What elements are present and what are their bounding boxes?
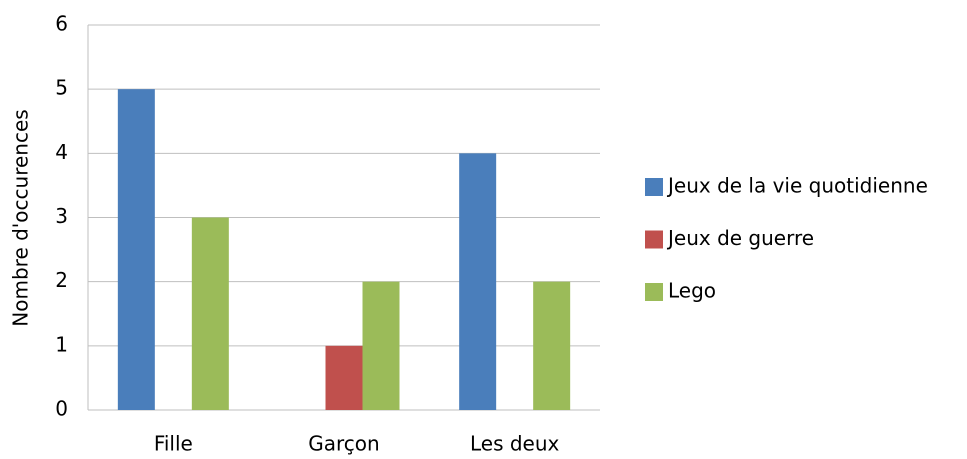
bar — [191, 217, 229, 410]
y-tick-label: 2 — [55, 268, 68, 292]
y-tick-label: 3 — [55, 204, 68, 228]
bar — [362, 281, 400, 410]
y-tick-label: 6 — [55, 12, 68, 36]
y-tick-label: 1 — [55, 332, 68, 356]
bar — [533, 281, 571, 410]
bar — [325, 345, 363, 410]
bar — [117, 89, 155, 411]
legend-label: Jeux de guerre — [666, 226, 814, 250]
y-tick-label: 4 — [55, 140, 68, 164]
legend-label: Jeux de la vie quotidienne — [666, 174, 928, 198]
y-tick-label: 0 — [55, 397, 68, 421]
x-tick-label: Fille — [154, 432, 193, 456]
x-tick-label: Garçon — [308, 432, 379, 456]
legend-swatch — [645, 283, 663, 301]
legend-label: Lego — [668, 279, 716, 303]
y-axis-label: Nombre d'occurences — [9, 109, 33, 326]
bar — [459, 153, 497, 411]
legend-swatch — [645, 230, 663, 249]
legend-swatch — [645, 178, 663, 196]
y-tick-label: 5 — [55, 76, 68, 100]
x-tick-label: Les deux — [470, 432, 560, 456]
